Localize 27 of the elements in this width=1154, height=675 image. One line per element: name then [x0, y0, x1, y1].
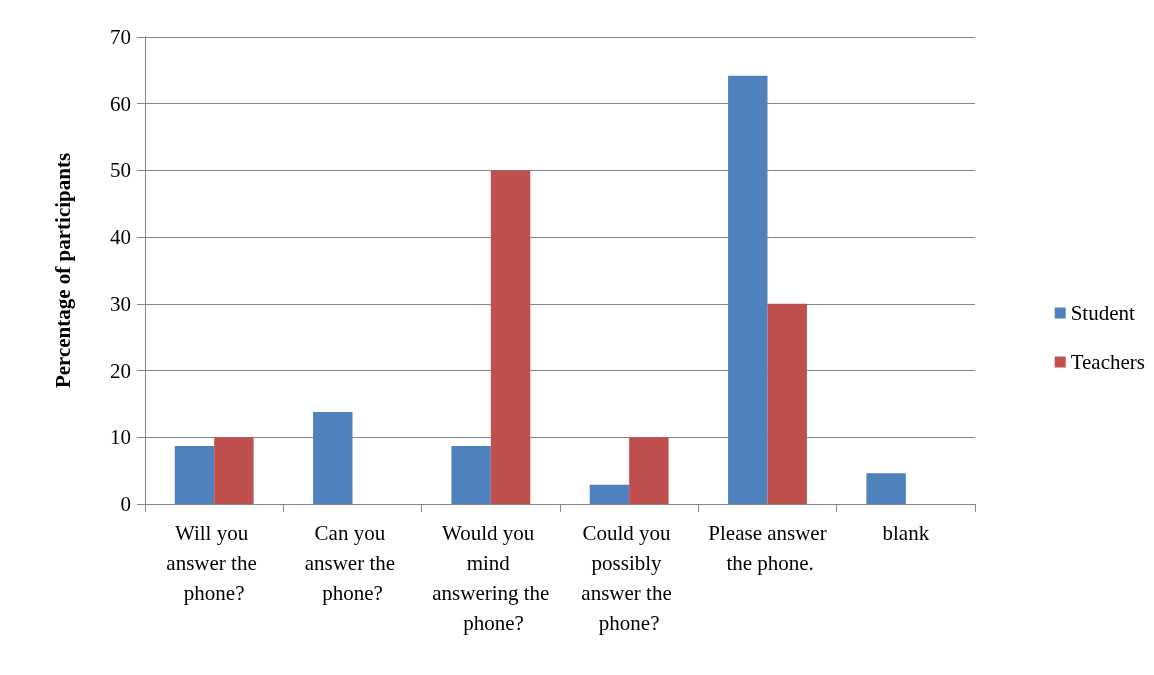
y-tick-label: 70 — [110, 25, 131, 49]
bar — [728, 75, 768, 504]
bar — [174, 445, 215, 504]
bar — [451, 445, 491, 504]
y-tick-label: 40 — [110, 225, 131, 250]
legend-label: Teachers — [1070, 350, 1145, 374]
bar — [767, 303, 807, 504]
x-tick-label: Can you answer the phone? — [304, 521, 401, 605]
x-tick-label: Could you possibly answer the phone? — [581, 521, 677, 635]
y-tick-label: 60 — [110, 91, 131, 116]
y-tick-label: 0 — [120, 492, 131, 516]
x-tick-label: Will you answer the phone? — [166, 521, 262, 605]
y-tick-label: 50 — [110, 158, 131, 183]
x-tick-label: Please answer the phone. — [708, 521, 827, 575]
y-axis-title: Percentage of participants — [50, 152, 75, 389]
legend-label: Student — [1070, 301, 1136, 325]
bar — [589, 484, 630, 504]
x-tick-label: blank — [882, 521, 930, 545]
y-tick-label: 20 — [110, 358, 131, 383]
bar — [313, 411, 353, 504]
x-tick-label: Would you mind answering the phone? — [432, 521, 550, 635]
bar — [490, 170, 531, 504]
y-tick-label: 10 — [110, 425, 131, 450]
bar — [214, 437, 254, 504]
bar — [629, 437, 669, 504]
bar — [866, 473, 906, 504]
y-tick-label: 30 — [110, 291, 131, 316]
